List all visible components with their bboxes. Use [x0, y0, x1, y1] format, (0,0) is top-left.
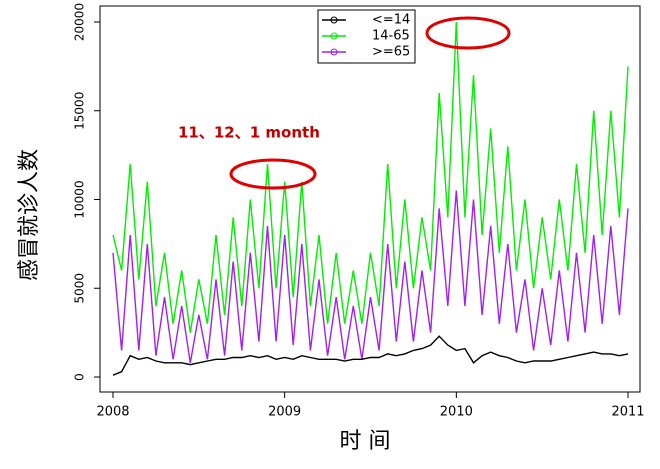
x-axis-label: 时 间: [340, 429, 391, 454]
series-line: [112, 21, 629, 333]
series-line: [112, 190, 629, 363]
x-tick-label: 2011: [611, 405, 644, 420]
y-tick-label: 20000: [73, 3, 87, 41]
annotation: 11、12、1 month: [178, 124, 320, 142]
x-tick-label: 2008: [96, 405, 129, 420]
highlight-ellipse: [229, 158, 317, 190]
y-axis-label: 感冒就诊人数: [17, 149, 42, 281]
y-tick-label: 15000: [73, 92, 87, 130]
y-tick-label: 5000: [73, 273, 87, 304]
legend-label: <=14: [372, 13, 410, 28]
x-tick-label: 2009: [268, 405, 301, 420]
legend-marker: [330, 48, 338, 56]
legend-marker: [330, 32, 338, 40]
highlight-ellipse: [425, 16, 511, 50]
legend-label: 14-65: [372, 29, 410, 44]
series-line: [112, 335, 629, 376]
legend-label: >=65: [372, 45, 410, 60]
legend-marker: [330, 16, 338, 24]
y-tick-label: 10000: [73, 180, 87, 218]
y-tick-label: 0: [73, 373, 87, 381]
x-tick-label: 2010: [440, 405, 473, 420]
plot-frame: [99, 5, 641, 393]
